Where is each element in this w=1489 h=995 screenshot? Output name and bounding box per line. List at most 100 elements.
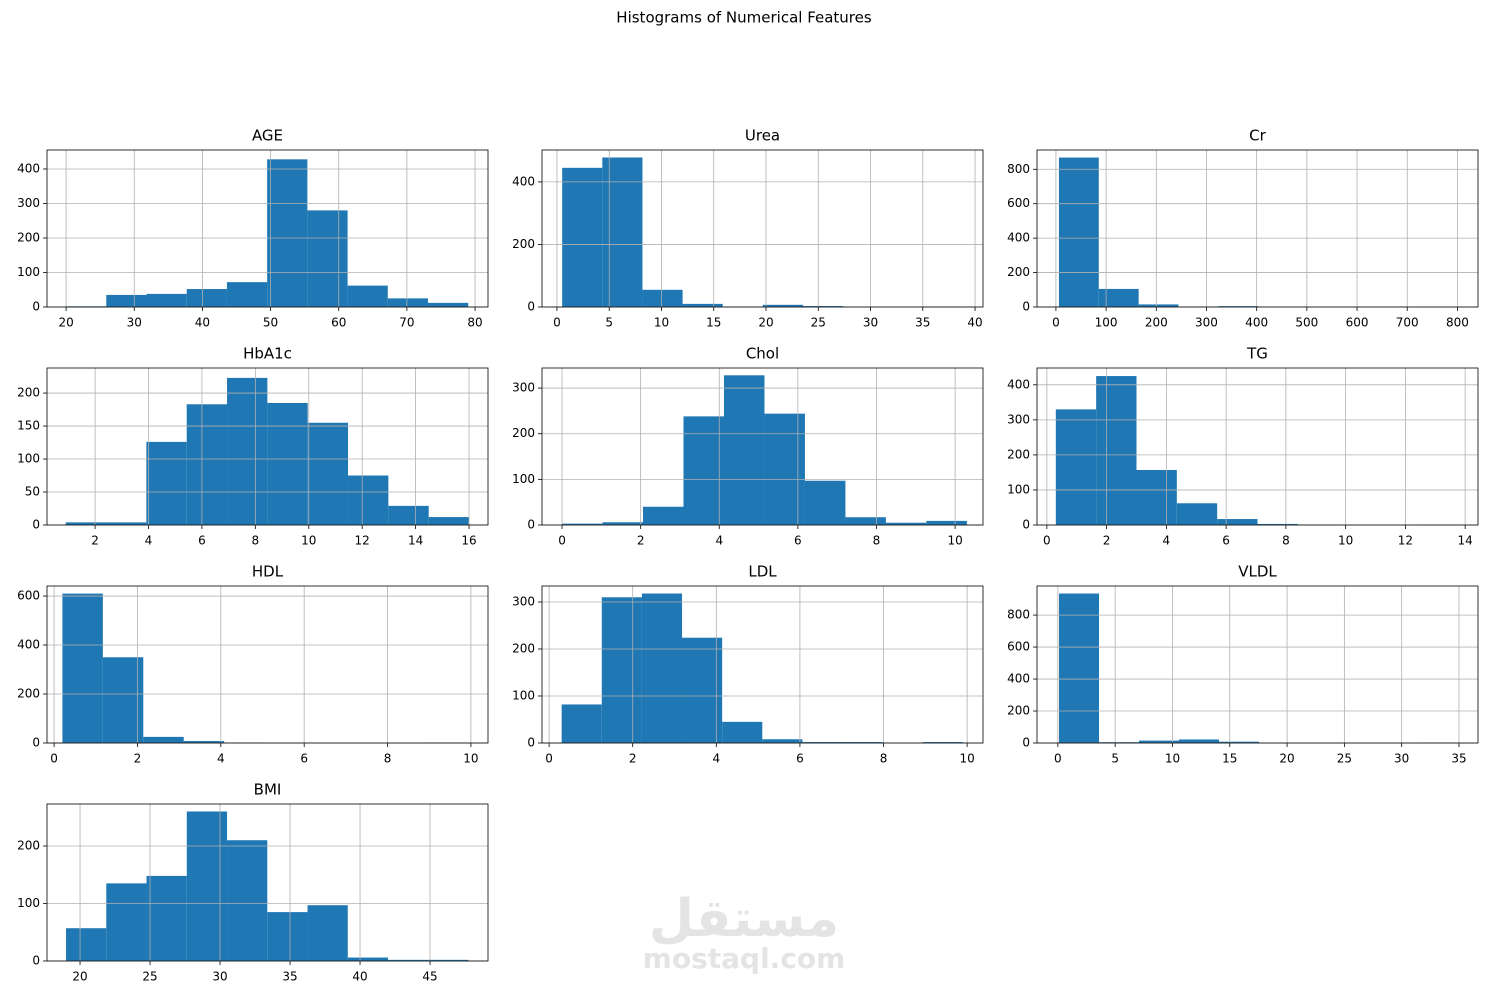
bar bbox=[804, 480, 846, 525]
x-tick-label: 5 bbox=[605, 316, 613, 330]
bar bbox=[762, 739, 803, 743]
bar bbox=[186, 811, 228, 961]
x-tick-label: 300 bbox=[1195, 316, 1218, 330]
axes-title: Chol bbox=[746, 345, 779, 363]
x-tick-label: 14 bbox=[1458, 534, 1473, 548]
x-tick-label: 30 bbox=[212, 970, 227, 984]
bar bbox=[1096, 376, 1137, 525]
y-tick-label: 100 bbox=[17, 896, 40, 910]
y-tick-label: 200 bbox=[1007, 447, 1030, 461]
bar bbox=[227, 377, 268, 525]
x-tick-label: 8 bbox=[252, 534, 260, 548]
x-tick-label: 12 bbox=[1398, 534, 1413, 548]
bar bbox=[62, 593, 103, 743]
bar bbox=[307, 210, 348, 307]
bar bbox=[682, 303, 723, 307]
x-tick-label: 800 bbox=[1446, 316, 1469, 330]
bar bbox=[1055, 409, 1097, 525]
x-tick-label: 8 bbox=[880, 752, 888, 766]
y-tick-label: 300 bbox=[512, 594, 535, 608]
x-tick-label: 35 bbox=[1451, 752, 1466, 766]
x-tick-label: 0 bbox=[1054, 752, 1062, 766]
y-tick-label: 200 bbox=[17, 386, 40, 400]
x-tick-label: 2 bbox=[91, 534, 99, 548]
bar bbox=[601, 597, 642, 743]
y-tick-label: 400 bbox=[512, 174, 535, 188]
bar bbox=[683, 416, 724, 525]
x-tick-label: 0 bbox=[545, 752, 553, 766]
x-tick-label: 2 bbox=[134, 752, 142, 766]
x-tick-label: 600 bbox=[1346, 316, 1369, 330]
bar bbox=[842, 742, 883, 743]
y-tick-label: 600 bbox=[17, 589, 40, 603]
x-tick-label: 35 bbox=[282, 970, 297, 984]
x-tick-label: 100 bbox=[1095, 316, 1118, 330]
bar bbox=[1136, 469, 1177, 525]
bar bbox=[1218, 306, 1259, 307]
x-tick-label: 2 bbox=[637, 534, 645, 548]
bar bbox=[602, 522, 644, 525]
x-tick-label: 16 bbox=[461, 534, 476, 548]
y-tick-label: 400 bbox=[1007, 672, 1030, 686]
bar bbox=[267, 159, 308, 307]
x-tick-label: 40 bbox=[352, 970, 367, 984]
axes-title: HbA1c bbox=[243, 345, 292, 363]
bar bbox=[307, 422, 349, 525]
bar bbox=[642, 289, 683, 307]
y-tick-label: 0 bbox=[32, 518, 40, 532]
x-tick-label: 20 bbox=[758, 316, 773, 330]
x-tick-label: 400 bbox=[1245, 316, 1268, 330]
bar bbox=[723, 375, 765, 525]
x-tick-label: 6 bbox=[794, 534, 802, 548]
y-tick-label: 100 bbox=[512, 688, 535, 702]
x-tick-label: 10 bbox=[1338, 534, 1353, 548]
y-tick-label: 0 bbox=[527, 300, 535, 314]
x-tick-label: 50 bbox=[263, 316, 278, 330]
y-tick-label: 200 bbox=[1007, 265, 1030, 279]
x-tick-label: 30 bbox=[863, 316, 878, 330]
x-tick-label: 0 bbox=[1052, 316, 1060, 330]
bar bbox=[347, 285, 388, 307]
axes-frame bbox=[46, 803, 489, 962]
x-tick-label: 4 bbox=[145, 534, 153, 548]
x-tick-label: 25 bbox=[811, 316, 826, 330]
axes-frame bbox=[1036, 585, 1479, 744]
y-tick-label: 400 bbox=[17, 638, 40, 652]
x-tick-label: 20 bbox=[72, 970, 87, 984]
y-tick-label: 800 bbox=[1007, 608, 1030, 622]
y-tick-label: 200 bbox=[512, 426, 535, 440]
x-tick-label: 200 bbox=[1145, 316, 1168, 330]
y-tick-label: 300 bbox=[512, 381, 535, 395]
axes-title: BMI bbox=[254, 781, 282, 799]
bar bbox=[348, 475, 389, 525]
watermark-arabic: مستقل bbox=[649, 889, 839, 949]
bar bbox=[845, 517, 886, 525]
y-tick-label: 0 bbox=[527, 518, 535, 532]
axes-title: Urea bbox=[745, 127, 780, 145]
x-tick-label: 80 bbox=[467, 316, 482, 330]
x-tick-label: 45 bbox=[422, 970, 437, 984]
x-tick-label: 4 bbox=[715, 534, 723, 548]
y-tick-label: 200 bbox=[1007, 704, 1030, 718]
axes-frame bbox=[541, 585, 984, 744]
y-tick-label: 0 bbox=[32, 954, 40, 968]
x-tick-label: 20 bbox=[58, 316, 73, 330]
x-tick-label: 10 bbox=[959, 752, 974, 766]
y-tick-label: 100 bbox=[512, 472, 535, 486]
y-tick-label: 50 bbox=[25, 485, 40, 499]
bar bbox=[1218, 741, 1259, 743]
bar bbox=[561, 704, 602, 743]
y-tick-label: 100 bbox=[17, 452, 40, 466]
x-tick-label: 10 bbox=[301, 534, 316, 548]
x-tick-label: 14 bbox=[408, 534, 423, 548]
axes-frame bbox=[46, 149, 489, 308]
y-tick-label: 200 bbox=[17, 687, 40, 701]
x-tick-label: 700 bbox=[1396, 316, 1419, 330]
y-tick-label: 100 bbox=[17, 265, 40, 279]
bar bbox=[1176, 503, 1218, 525]
axes-title: LDL bbox=[748, 563, 777, 581]
x-tick-label: 30 bbox=[1394, 752, 1409, 766]
bar bbox=[388, 505, 429, 525]
bar bbox=[803, 306, 844, 307]
